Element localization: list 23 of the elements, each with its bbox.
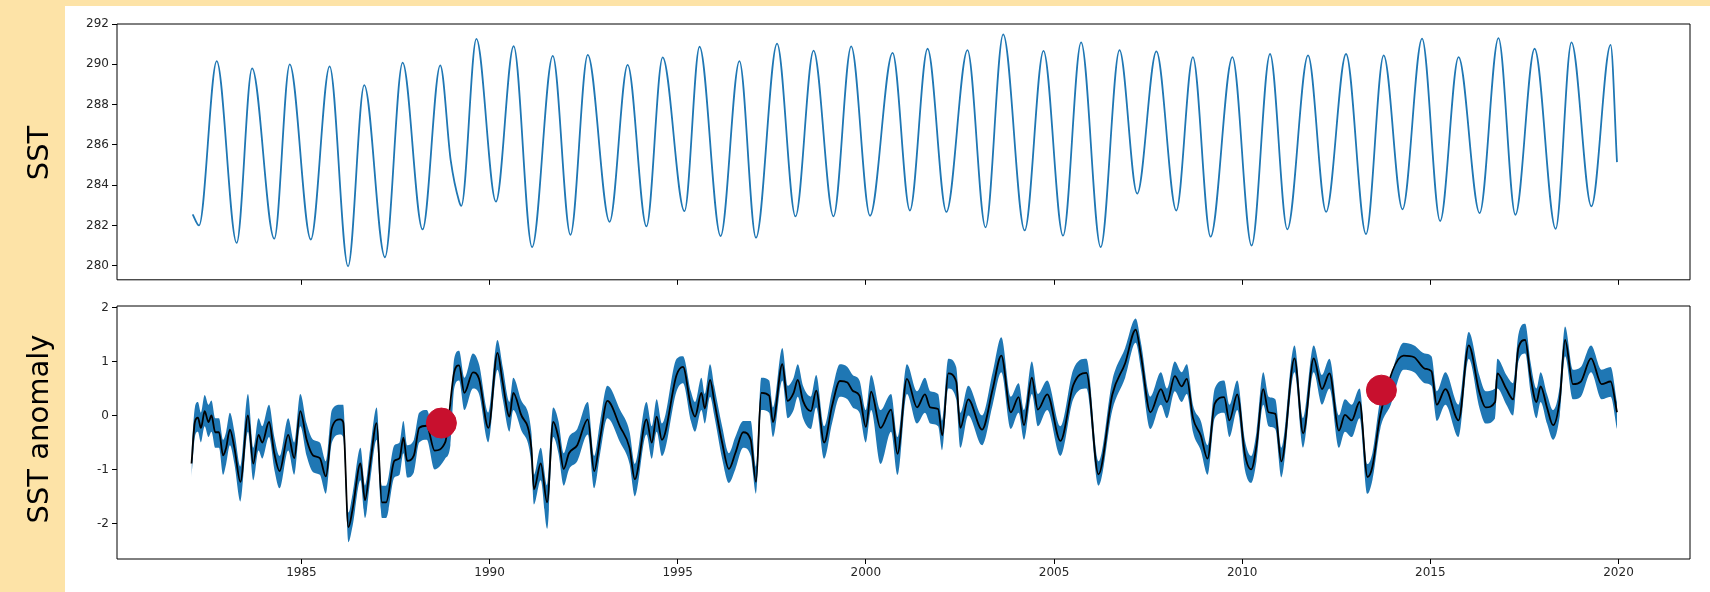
- x-tick-label: 2020: [1603, 565, 1634, 580]
- y-tick-label: 0: [101, 407, 109, 422]
- y-tick-label: 292: [86, 16, 109, 31]
- x-tick-label: 1985: [286, 565, 317, 580]
- x-tick-label: 2010: [1226, 565, 1258, 580]
- y-tick-label: 282: [86, 217, 109, 232]
- x-tick-label: 1995: [662, 565, 693, 580]
- y-tick-label: -2: [97, 515, 109, 530]
- y-tick-label: 286: [86, 136, 109, 151]
- x-tick-label: 2015: [1415, 565, 1446, 580]
- y-axis-title: SST: [21, 125, 55, 181]
- y-axis-title: SST anomaly: [21, 334, 55, 524]
- x-tick-label: 2005: [1038, 565, 1070, 580]
- y-tick-label: 1: [101, 353, 109, 368]
- y-tick-label: 284: [86, 177, 109, 192]
- y-tick-label: 290: [86, 56, 109, 71]
- x-tick-label: 2000: [850, 565, 882, 580]
- y-tick-label: 280: [86, 257, 109, 272]
- y-tick-label: 2: [101, 299, 109, 314]
- y-tick-label: -1: [97, 461, 109, 476]
- x-tick-label: 1990: [474, 565, 505, 580]
- line-series: [191, 33, 1618, 268]
- y-tick-label: 288: [86, 96, 109, 111]
